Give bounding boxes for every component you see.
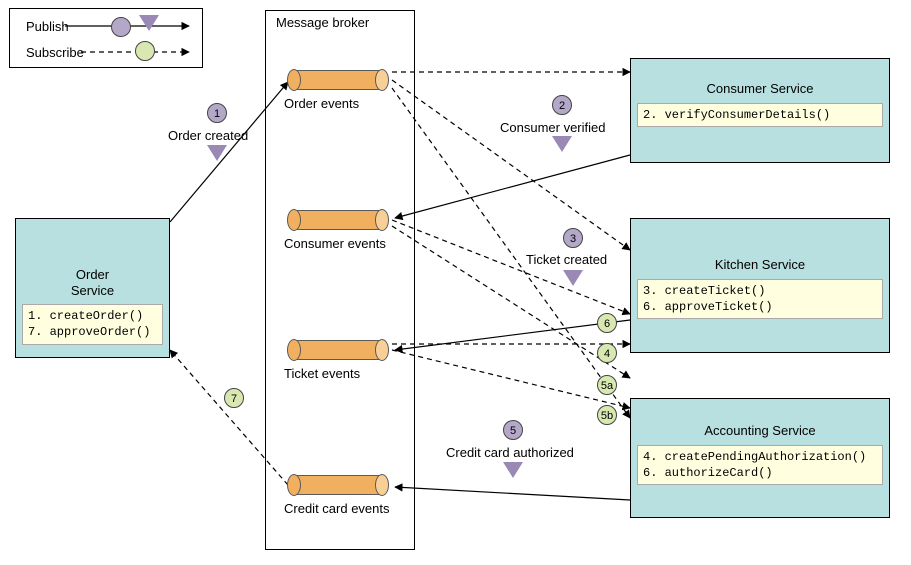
accounting-service-box: Accounting Service 4. createPendingAutho…: [630, 398, 890, 518]
event-triangle-3: [563, 270, 583, 286]
order-service-methods: 1. createOrder() 7. approveOrder(): [22, 304, 163, 344]
event-label-3: Ticket created: [526, 252, 607, 267]
consumer-service-title: Consumer Service: [631, 81, 889, 97]
legend-publish-label: Publish: [26, 19, 69, 34]
order-service-box: Order Service 1. createOrder() 7. approv…: [15, 218, 170, 358]
kitchen-service-title: Kitchen Service: [631, 257, 889, 273]
channel-cylinder: [288, 475, 388, 495]
channel-label: Order events: [284, 96, 359, 111]
message-broker-title: Message broker: [276, 15, 369, 30]
channel-cylinder: [288, 340, 388, 360]
event-label-5: Credit card authorized: [446, 445, 574, 460]
step-badge-5a: 5a: [597, 375, 617, 395]
event-triangle-5: [503, 462, 523, 478]
subscribe-arrow: [392, 350, 630, 408]
channel-label: Ticket events: [284, 366, 360, 381]
kitchen-service-methods: 3. createTicket() 6. approveTicket(): [637, 279, 883, 319]
event-label-2: Consumer verified: [500, 120, 606, 135]
step-badge-1: 1: [207, 103, 227, 123]
legend-subscribe-row: Subscribe: [26, 45, 84, 60]
subscribe-arrow: [392, 80, 630, 250]
message-broker-box: Message broker: [265, 10, 415, 550]
legend-publish-triangle-icon: [139, 15, 159, 31]
publish-arrow: [395, 320, 630, 350]
channel-label: Credit card events: [284, 501, 390, 516]
event-label-1: Order created: [168, 128, 248, 143]
legend-publish-row: Publish: [26, 19, 69, 34]
channel-cylinder: [288, 210, 388, 230]
channel-label: Consumer events: [284, 236, 386, 251]
accounting-service-methods: 4. createPendingAuthorization() 6. autho…: [637, 445, 883, 485]
step-badge-5: 5: [503, 420, 523, 440]
subscribe-arrow: [392, 220, 630, 314]
legend-subscribe-circle-icon: [135, 41, 155, 61]
accounting-service-title: Accounting Service: [631, 423, 889, 439]
publish-arrow: [395, 155, 630, 218]
subscribe-arrow: [392, 226, 630, 378]
step-badge-4: 4: [597, 343, 617, 363]
step-badge-2: 2: [552, 95, 572, 115]
kitchen-service-box: Kitchen Service 3. createTicket() 6. app…: [630, 218, 890, 353]
consumer-service-box: Consumer Service 2. verifyConsumerDetail…: [630, 58, 890, 163]
event-triangle-2: [552, 136, 572, 152]
legend-box: Publish Subscribe: [9, 8, 203, 68]
legend-subscribe-label: Subscribe: [26, 45, 84, 60]
step-badge-3: 3: [563, 228, 583, 248]
channel-cylinder: [288, 70, 388, 90]
event-triangle-1: [207, 145, 227, 161]
consumer-service-methods: 2. verifyConsumerDetails(): [637, 103, 883, 127]
publish-arrow: [395, 487, 630, 500]
legend-publish-circle-icon: [111, 17, 131, 37]
step-badge-5b: 5b: [597, 405, 617, 425]
step-badge-7: 7: [224, 388, 244, 408]
step-badge-6: 6: [597, 313, 617, 333]
order-service-title: Order Service: [16, 267, 169, 298]
